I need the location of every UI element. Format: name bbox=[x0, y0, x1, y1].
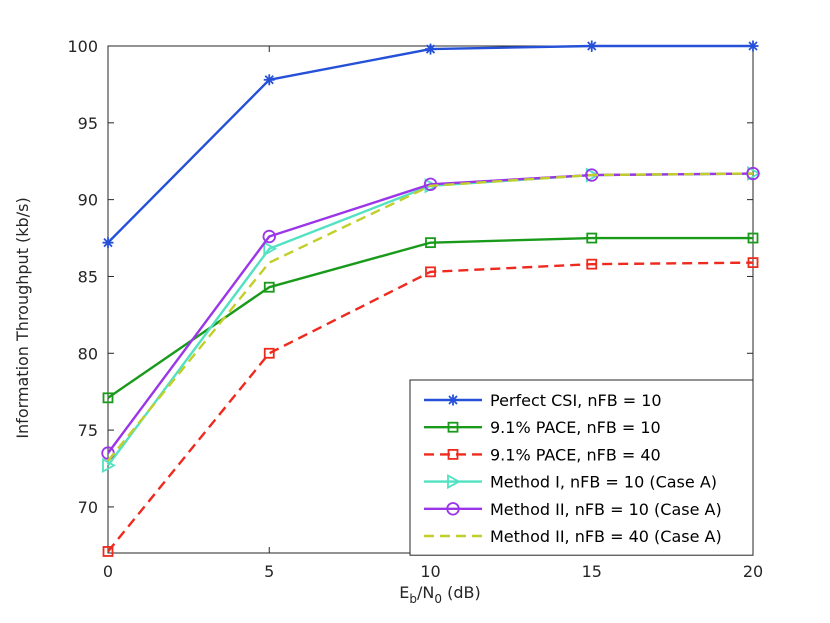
data-point bbox=[263, 347, 275, 359]
x-label-sub2: 0 bbox=[434, 592, 442, 606]
legend-marker bbox=[447, 474, 461, 490]
data-point bbox=[102, 457, 116, 473]
x-tick-label: 10 bbox=[420, 562, 440, 581]
x-tick-label: 0 bbox=[103, 562, 113, 581]
legend-item: Method II, nFB = 40 (Case A) bbox=[424, 527, 722, 546]
legend-marker bbox=[447, 421, 459, 433]
legend-label: Method I, nFB = 10 (Case A) bbox=[490, 473, 717, 492]
data-point bbox=[263, 74, 275, 86]
y-tick-label: 85 bbox=[78, 267, 98, 286]
x-label-mid: /N bbox=[417, 583, 434, 602]
axis-ticks: 0 5 10 15 20 70 75 80 85 90 95 100 bbox=[67, 37, 763, 581]
legend-label: Method II, nFB = 40 (Case A) bbox=[490, 527, 722, 546]
series-layer bbox=[101, 40, 761, 557]
legend-marker bbox=[447, 394, 459, 406]
legend-item: 9.1% PACE, nFB = 10 bbox=[424, 418, 661, 437]
legend-item: 9.1% PACE, nFB = 40 bbox=[424, 445, 661, 464]
x-tick-label: 20 bbox=[743, 562, 763, 581]
y-tick-label: 100 bbox=[67, 37, 98, 56]
data-point bbox=[746, 166, 760, 181]
y-tick-label: 70 bbox=[78, 498, 98, 517]
series-line bbox=[107, 172, 754, 462]
legend-label: Method II, nFB = 10 (Case A) bbox=[490, 500, 722, 519]
y-tick-label: 80 bbox=[78, 344, 98, 363]
legend-label: 9.1% PACE, nFB = 10 bbox=[490, 418, 661, 437]
data-point bbox=[586, 40, 598, 52]
y-tick-label: 90 bbox=[78, 191, 98, 210]
series-line bbox=[107, 261, 754, 553]
series-2 bbox=[102, 232, 759, 404]
x-label-main: E bbox=[399, 583, 409, 602]
x-label-sub1: b bbox=[409, 592, 417, 606]
y-tick-label: 95 bbox=[78, 114, 98, 133]
data-point bbox=[425, 237, 436, 249]
data-point bbox=[263, 241, 278, 257]
y-axis-label: Information Throughput (kb/s) bbox=[13, 197, 32, 438]
series-1 bbox=[102, 40, 759, 249]
legend-item: Method I, nFB = 10 (Case A) bbox=[424, 473, 717, 492]
series-line bbox=[107, 236, 753, 399]
legend: Perfect CSI, nFB = 10 9.1% PACE, nFB = 10… bbox=[409, 379, 754, 556]
legend-item: Perfect CSI, nFB = 10 bbox=[424, 391, 662, 410]
x-axis-label: Eb/N0 (dB) bbox=[399, 583, 480, 606]
series-3 bbox=[102, 257, 759, 557]
legend-label: 9.1% PACE, nFB = 40 bbox=[490, 445, 661, 464]
legend-marker bbox=[447, 448, 459, 460]
data-point bbox=[586, 232, 598, 244]
y-tick-label: 75 bbox=[78, 421, 98, 440]
legend-label: Perfect CSI, nFB = 10 bbox=[490, 391, 662, 410]
data-point bbox=[747, 40, 759, 52]
data-point bbox=[102, 392, 114, 404]
data-point bbox=[747, 232, 759, 244]
series-6 bbox=[107, 172, 754, 462]
data-point bbox=[425, 266, 436, 278]
x-tick-label: 5 bbox=[264, 562, 274, 581]
x-label-tail: (dB) bbox=[442, 583, 481, 602]
data-point bbox=[747, 257, 759, 269]
data-point bbox=[102, 546, 114, 557]
data-point bbox=[263, 281, 275, 293]
x-tick-label: 15 bbox=[582, 562, 602, 581]
data-point bbox=[262, 229, 276, 244]
data-point bbox=[425, 43, 436, 55]
legend-marker bbox=[446, 502, 460, 516]
legend-box bbox=[409, 379, 754, 556]
data-point bbox=[102, 237, 114, 249]
legend-item: Method II, nFB = 10 (Case A) bbox=[424, 500, 722, 519]
data-point bbox=[586, 258, 598, 270]
